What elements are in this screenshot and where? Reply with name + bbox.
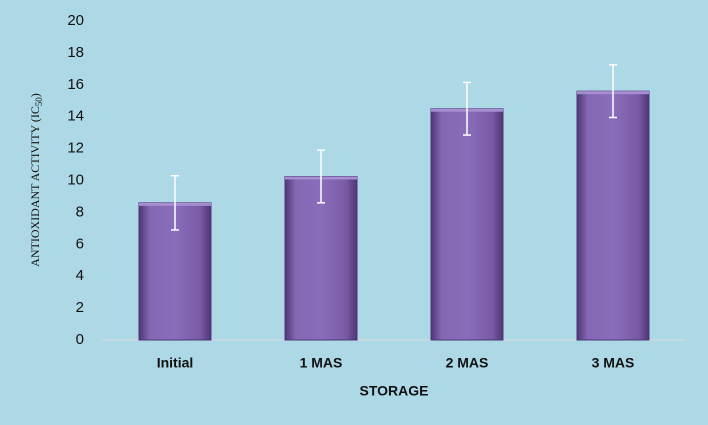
y-label-tail: ) [28,93,42,97]
y-tick-label: 14 [67,108,84,125]
error-bar [171,174,179,231]
y-label-sub: 50 [34,97,44,107]
y-tick-label: 6 [76,235,84,252]
y-tick-label: 2 [76,299,84,316]
error-bar [463,81,471,136]
y-tick-label: 18 [67,44,84,61]
bar [284,176,358,341]
error-bar [609,64,617,119]
y-tick-label: 10 [67,171,84,188]
y-tick-label: 20 [67,12,84,29]
y-label-main: ANTIOXIDANT ACTIVITY (IC [28,106,42,267]
y-tick-label: 4 [76,267,84,284]
error-bar [317,149,325,204]
y-tick-label: 8 [76,203,84,220]
x-tick-label: 3 MAS [592,355,635,371]
x-tick-label: 2 MAS [446,355,489,371]
x-axis-label: STORAGE [360,383,429,399]
bar [576,90,650,341]
y-tick-label: 16 [67,76,84,93]
y-tick-label: 0 [76,331,84,348]
x-tick-label: Initial [157,355,194,371]
bar [430,108,504,341]
x-tick-label: 1 MAS [300,355,343,371]
y-tick-label: 12 [67,140,84,157]
y-axis-label: ANTIOXIDANT ACTIVITY (IC50) [28,93,44,267]
